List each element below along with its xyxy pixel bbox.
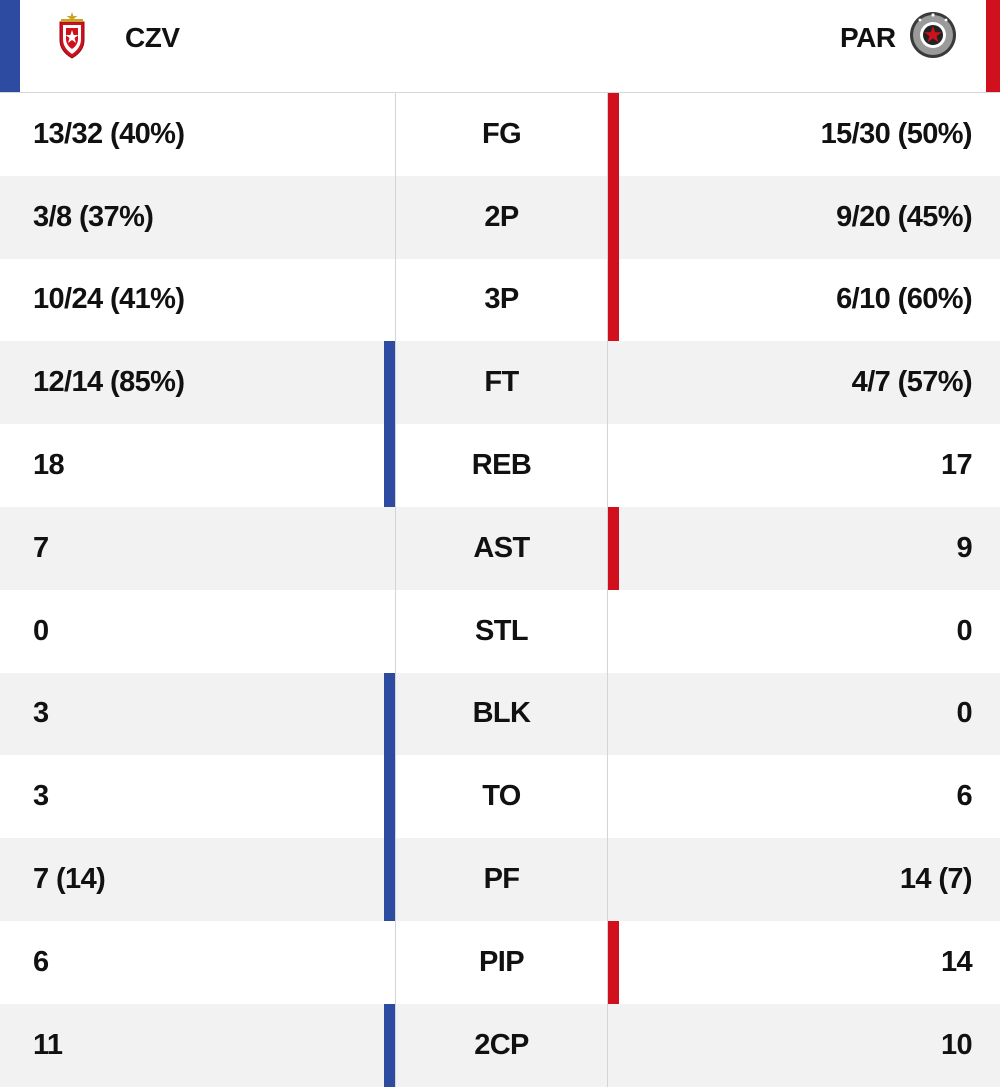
away-stat-value: 6: [956, 780, 972, 813]
home-stat-value: 12/14 (85%): [33, 366, 185, 399]
away-stat-value: 10: [940, 1028, 973, 1061]
stat-row-2p: 3/8 (37%) 2P 9/20 (45%): [0, 175, 1000, 259]
away-stat-value: 14: [940, 945, 973, 978]
stats-comparison-table: 13/32 (40%) FG 15/30 (50%) 3/8 (37%) 2P 9/20 …: [0, 93, 1000, 1087]
stat-label: FT: [395, 341, 608, 425]
stat-label: REB: [395, 424, 608, 507]
stat-label: 2P: [395, 175, 608, 259]
home-team-accent: [0, 0, 20, 92]
stat-label: TO: [395, 755, 608, 839]
away-leader-indicator: [608, 258, 619, 342]
home-leader-indicator: [384, 672, 395, 756]
stat-row-blk: 3 BLK 0: [0, 672, 1000, 756]
away-stat-value: 14 (7): [899, 863, 973, 896]
away-team-accent: [986, 0, 1000, 92]
away-stat-value: 0: [956, 697, 972, 730]
away-stat-value: 9/20 (45%): [836, 200, 972, 233]
stat-row-ast: 7 AST 9: [0, 506, 1000, 590]
away-stat-value: 15/30 (50%): [820, 117, 973, 150]
partizan-crest-icon: [910, 12, 956, 58]
stat-label: FG: [395, 93, 608, 176]
away-leader-indicator: [608, 93, 619, 176]
stat-row-stl: 0 STL 0: [0, 589, 1000, 673]
stat-label: STL: [395, 589, 608, 673]
home-leader-indicator: [384, 341, 395, 425]
home-leader-indicator: [384, 755, 395, 839]
team-header: CZV PAR: [0, 0, 1000, 93]
home-stat-value: 7 (14): [33, 863, 106, 896]
home-team-code: CZV: [125, 22, 180, 53]
home-stat-value: 13/32 (40%): [33, 117, 185, 150]
stat-row-3p: 10/24 (41%) 3P 6/10 (60%): [0, 258, 1000, 342]
home-stat-value: 6: [33, 945, 49, 978]
away-leader-indicator: [608, 175, 619, 259]
stat-row-ft: 12/14 (85%) FT 4/7 (57%): [0, 341, 1000, 425]
away-team-code: PAR: [840, 22, 896, 53]
stat-label: PF: [395, 838, 608, 921]
away-stat-value: 9: [956, 531, 972, 564]
home-stat-value: 3: [33, 780, 49, 813]
home-stat-value: 3/8 (37%): [33, 200, 154, 233]
stat-row-2cp: 11 2CP 10: [0, 1003, 1000, 1087]
away-leader-indicator: [608, 506, 619, 590]
stat-label: 3P: [395, 258, 608, 342]
away-stat-value: 17: [940, 449, 973, 482]
stat-label: AST: [395, 506, 608, 590]
stat-row-fg: 13/32 (40%) FG 15/30 (50%): [0, 93, 1000, 176]
stat-label: 2CP: [395, 1003, 608, 1087]
home-stat-value: 18: [33, 449, 65, 482]
stat-row-pf: 7 (14) PF 14 (7): [0, 838, 1000, 921]
away-leader-indicator: [608, 920, 619, 1004]
home-leader-indicator: [384, 1003, 395, 1087]
stat-label: PIP: [395, 920, 608, 1004]
stat-row-to: 3 TO 6: [0, 755, 1000, 839]
home-leader-indicator: [384, 424, 395, 507]
home-stat-value: 7: [33, 531, 49, 564]
stat-label: BLK: [395, 672, 608, 756]
away-stat-value: 0: [956, 614, 972, 647]
home-stat-value: 3: [33, 697, 49, 730]
stat-row-reb: 18 REB 17: [0, 424, 1000, 507]
home-stat-value: 0: [33, 614, 49, 647]
home-stat-value: 11: [33, 1028, 63, 1061]
away-stat-value: 4/7 (57%): [851, 366, 973, 399]
home-stat-value: 10/24 (41%): [33, 283, 185, 316]
home-leader-indicator: [384, 838, 395, 921]
stat-row-pip: 6 PIP 14: [0, 920, 1000, 1004]
away-stat-value: 6/10 (60%): [836, 283, 972, 316]
red-star-crest-icon: [59, 12, 85, 59]
